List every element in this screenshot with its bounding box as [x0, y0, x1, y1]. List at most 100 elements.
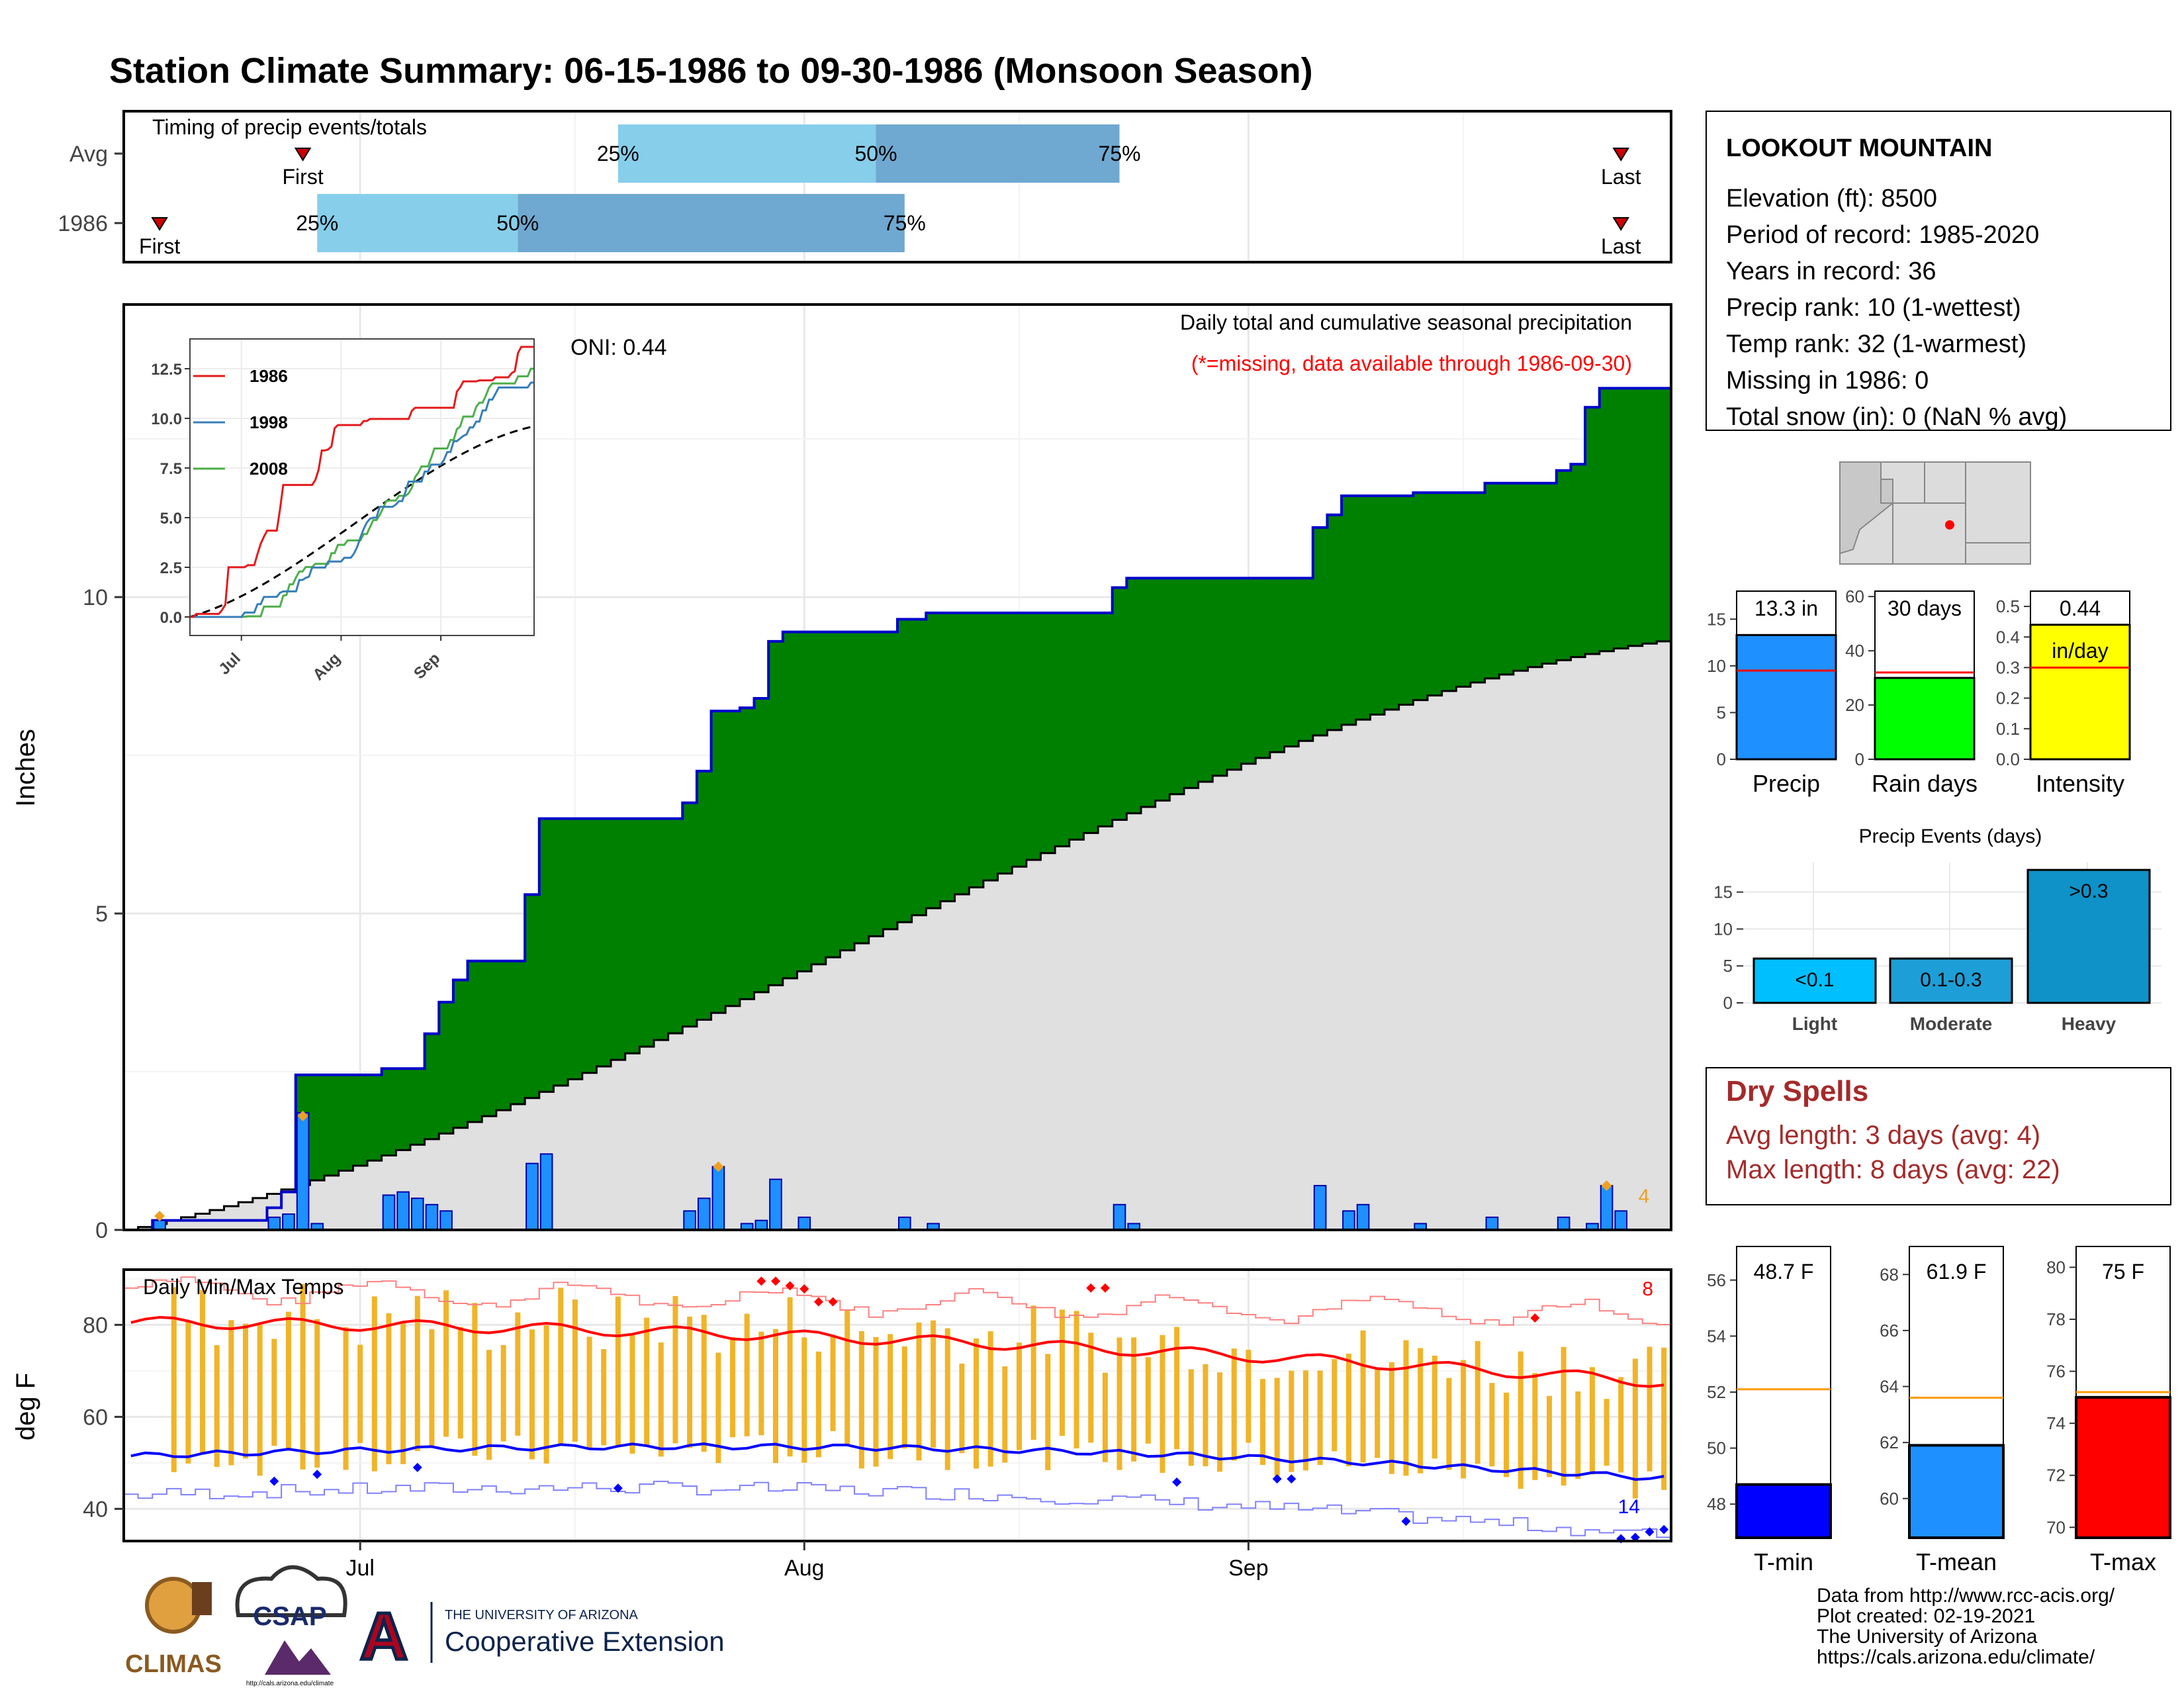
daily-temp-bar [400, 1322, 406, 1464]
quartile-50-label: 50% [496, 211, 539, 235]
daily-temp-bar [1188, 1369, 1194, 1466]
daily-temp-bar [701, 1315, 707, 1452]
inset-y-tick-label: 5.0 [160, 510, 182, 528]
daily-temp-bar [858, 1331, 864, 1469]
record-min-count: 14 [1618, 1496, 1640, 1518]
csap-url: http://cals.arizona.edu/climate [246, 1680, 334, 1687]
daily-temp-bar [916, 1322, 922, 1461]
first-event-label: First [139, 234, 180, 258]
daily-temp-bar [873, 1336, 879, 1467]
daily-precip-bar [1313, 1185, 1327, 1231]
daily-precip-bar [539, 1153, 553, 1231]
daily-precip-bar [439, 1210, 453, 1231]
daily-temp-bar [615, 1296, 621, 1446]
station-detail-line: Total snow (in): 0 (NaN % avg) [1726, 403, 2067, 431]
daily-temp-bar [200, 1289, 206, 1455]
daily-precip-bar [1485, 1216, 1499, 1231]
daily-temp-bar [1332, 1359, 1338, 1452]
x-tick-label: Aug [784, 1556, 825, 1581]
temp-mini-name: T-min [1754, 1548, 1813, 1575]
record-min-marker [1272, 1474, 1282, 1484]
temp-y-axis: 40 60 80 [83, 1313, 124, 1522]
daily-temp-bar [586, 1336, 592, 1450]
inset-y-tick-label: 2.5 [160, 559, 182, 577]
dry-spells-title: Dry Spells [1726, 1075, 1868, 1107]
mini-bar-tick-label: 0.3 [1996, 657, 2020, 677]
daily-precip-bar [697, 1197, 711, 1231]
daily-temp-bar [658, 1342, 664, 1457]
precip-events-panel: Precip Events (days) <0.1 Light 0.1-0.3 Mode… [1713, 825, 2161, 1034]
ua-logo-line2: Cooperative Extension [445, 1626, 725, 1657]
locator-map [1839, 461, 2031, 565]
daily-temp-bar [1203, 1364, 1208, 1467]
daily-temp-bar [1589, 1367, 1595, 1475]
daily-temp-bar [214, 1344, 220, 1468]
daily-temp-bar [1403, 1340, 1409, 1476]
station-detail-line: Temp rank: 32 (1-warmest) [1726, 330, 2026, 358]
daily-temp-bar [1647, 1346, 1653, 1472]
daily-temp-bar [1561, 1346, 1567, 1486]
timing-panel-title: Timing of precip events/totals [152, 115, 427, 139]
precip-y-tick-label: 0 [95, 1218, 108, 1243]
daily-precip-bar [683, 1210, 696, 1231]
x-tick-label: Sep [1228, 1556, 1269, 1581]
daily-temp-bar [543, 1325, 549, 1464]
page-title: Station Climate Summary: 06-15-1986 to 0… [109, 51, 1313, 91]
daily-temp-bar [314, 1319, 320, 1468]
daily-temp-bar [1546, 1395, 1552, 1477]
daily-temp-bar [1131, 1337, 1137, 1462]
quartile-25-label: 25% [597, 142, 639, 165]
record-min-marker [1645, 1527, 1655, 1537]
precip-events-title: Precip Events (days) [1859, 825, 2042, 847]
daily-temp-bar [1518, 1351, 1524, 1489]
mini-bar-tick-label: 15 [1707, 609, 1726, 629]
daily-temp-bar [1160, 1335, 1165, 1473]
record-max-marker [1530, 1313, 1540, 1323]
daily-precip-bar [153, 1219, 166, 1231]
timing-marks: 25% 50% 75% First Last 25% 50% 75% First Last [139, 124, 1641, 258]
inset-y-tick-label: 0.0 [160, 609, 182, 627]
temp-mini-value-label: 75 F [2102, 1260, 2144, 1284]
last-event-marker [1612, 217, 1630, 231]
record-min-marker [312, 1470, 322, 1479]
daily-temp-bar [1260, 1379, 1266, 1465]
daily-temp-bar [1575, 1391, 1581, 1479]
last-event-label: Last [1601, 234, 1641, 258]
daily-temp-bar [830, 1336, 836, 1431]
temp-mini-value-label: 48.7 F [1754, 1260, 1814, 1284]
inset-background [190, 339, 534, 635]
ua-logo: A THE UNIVERSITY OF ARIZONA Cooperative … [358, 1598, 725, 1675]
temp-panel-label: Daily Min/Max Temps [143, 1275, 343, 1299]
temp-mini-tick-label: 50 [1707, 1438, 1726, 1458]
precip-events-tick-label: 0 [1723, 993, 1733, 1013]
mini-bar-tick-label: 0 [1855, 749, 1864, 769]
temp-y-axis-label: deg F [11, 1373, 40, 1440]
precip-events-bar-label: >0.3 [2069, 880, 2108, 902]
daily-precip-bar [754, 1219, 768, 1231]
daily-precip-bar [898, 1216, 911, 1231]
daily-temp-bar [801, 1337, 807, 1463]
temp-mini-tick-label: 70 [2046, 1517, 2066, 1537]
temp-mini-value [2075, 1395, 2171, 1540]
daily-temp-bar [1461, 1360, 1467, 1479]
daily-temp-bar [1532, 1373, 1538, 1480]
daily-temp-bar [1274, 1378, 1280, 1477]
record-min-marker [1630, 1532, 1640, 1542]
daily-precip-bar [525, 1162, 539, 1231]
daily-temp-bar [171, 1287, 177, 1472]
daily-temp-bar [1489, 1383, 1495, 1467]
first-event-marker [151, 217, 168, 231]
temp-mini-tick-label: 66 [1880, 1321, 1899, 1340]
daily-temp-bar [1375, 1368, 1381, 1458]
daily-temp-bar [1302, 1370, 1308, 1471]
record-max-marker [799, 1284, 809, 1294]
daily-temp-bar [672, 1295, 678, 1444]
mini-bar-tick-label: 0 [1717, 749, 1726, 769]
dry-spells-max: Max length: 8 days (avg: 22) [1726, 1155, 2060, 1184]
daily-temp-bar [1246, 1350, 1251, 1443]
daily-temp-bar [730, 1336, 736, 1438]
dry-spells-box: Dry Spells Avg length: 3 days (avg: 4) M… [1706, 1067, 2171, 1205]
precip-panel-label: Daily total and cumulative seasonal prec… [1180, 310, 1632, 334]
record-max-marker [770, 1276, 780, 1286]
daily-precip-bar [382, 1194, 396, 1231]
